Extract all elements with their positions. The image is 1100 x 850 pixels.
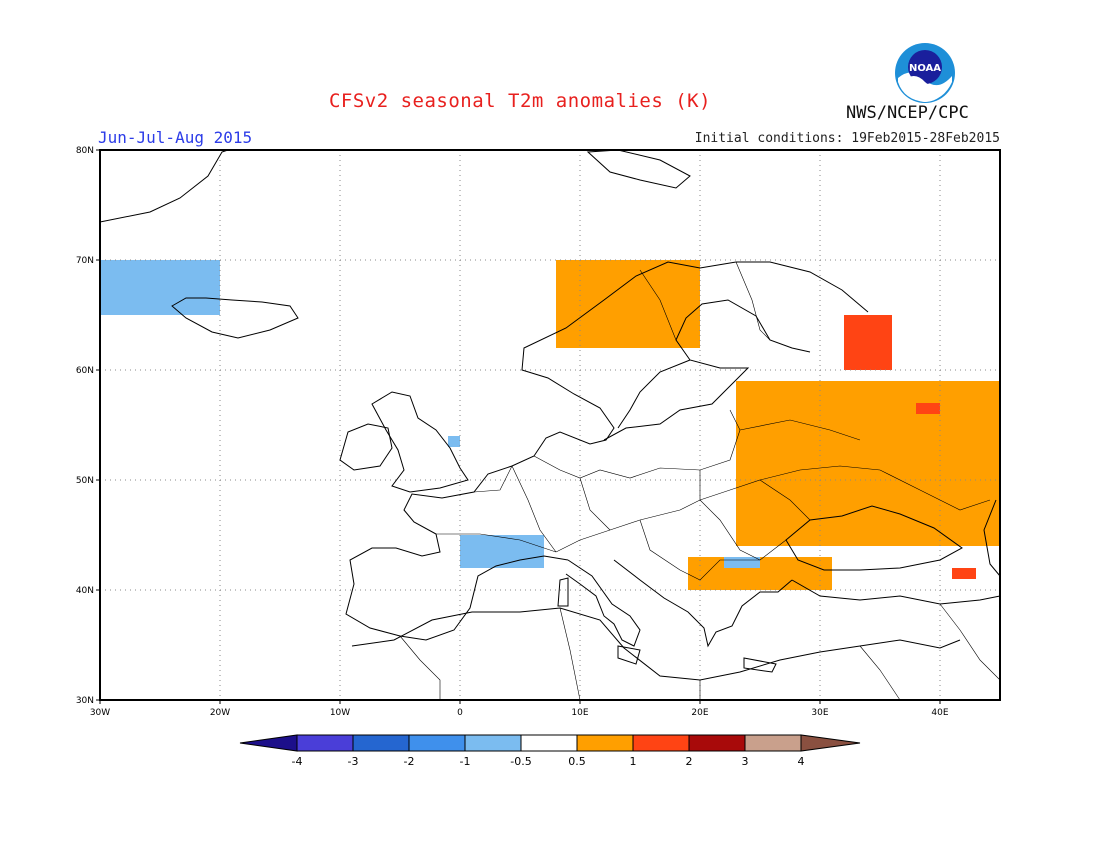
lon-tick-label: 20E (691, 708, 708, 718)
coastlines (99, 149, 1001, 681)
anomaly-cells (100, 260, 1000, 590)
north-africa-coast (351, 607, 961, 681)
anatolia-coast (791, 579, 1001, 605)
season-label: Jun-Jul-Aug 2015 (98, 128, 253, 147)
iceland-coast (171, 297, 299, 339)
great-britain-coast (371, 391, 469, 493)
balkan-coast (613, 559, 793, 648)
legend-label: -2 (404, 755, 415, 768)
crete-coast (743, 657, 777, 673)
border-france-germany (511, 465, 557, 553)
initial-conditions-label: Initial conditions: 19Feb2015-28Feb2015 (694, 131, 1000, 146)
lat-tick-label: 70N (76, 256, 94, 266)
legend-label: 3 (742, 755, 749, 768)
anomaly-region (460, 535, 544, 568)
country-borders (399, 261, 1001, 701)
anomaly-region (556, 260, 700, 348)
border-middle-east (859, 645, 901, 701)
lat-tick-label: 30N (76, 696, 94, 706)
border-romania (699, 470, 761, 561)
anomaly-region (952, 568, 976, 579)
border-norway-sweden (639, 269, 691, 361)
legend-color-box (576, 734, 634, 752)
sweden-east-coast (617, 359, 691, 429)
lat-tick-label: 40N (76, 586, 94, 596)
anomaly-region (736, 381, 1000, 546)
greenland-coast (99, 149, 229, 223)
axis-ticks: 30W 20W 10W 0 10E 20E 30E 40E 80N 70N 60N 50N 40N 30N (76, 146, 949, 718)
border-benelux (473, 465, 513, 493)
caspian-coast (983, 499, 1001, 577)
legend-color-box (296, 734, 354, 752)
border-central-europe-north (533, 409, 741, 479)
anomaly-region (724, 557, 760, 568)
border-finland-russia (735, 261, 771, 341)
legend-arrow-low (239, 734, 298, 752)
lon-tick-label: 40E (931, 708, 948, 718)
legend-boxes (239, 734, 861, 752)
noaa-logo: NOAA (895, 43, 955, 103)
map-frame (99, 149, 1001, 701)
lon-tick-label: 30W (90, 708, 110, 718)
lon-tick-label: 20W (210, 708, 230, 718)
italy-coast (565, 559, 641, 647)
legend-color-box (352, 734, 410, 752)
legend-arrow-high (800, 734, 861, 752)
lon-tick-label: 0 (457, 708, 463, 718)
color-legend: -4 -3 -2 -1 -0.5 0.5 1 2 3 4 (239, 734, 861, 768)
anomaly-region (448, 436, 460, 447)
lon-tick-label: 30E (811, 708, 828, 718)
legend-color-box (688, 734, 746, 752)
anomaly-region (916, 403, 940, 414)
sardinia-coast (557, 577, 569, 607)
legend-label: -4 (292, 755, 303, 768)
map-title: CFSv2 seasonal T2m anomalies (K) (328, 90, 712, 112)
border-ukraine-russia (759, 465, 991, 511)
legend-color-box (408, 734, 466, 752)
legend-labels: -4 -3 -2 -1 -0.5 0.5 1 2 3 4 (292, 755, 805, 768)
anomaly-map: 30W 20W 10W 0 10E 20E 30E 40E 80N 70N 60N 50N 40N 30N (76, 146, 1001, 718)
border-belarus (739, 419, 861, 441)
legend-label: -1 (460, 755, 471, 768)
legend-color-box (632, 734, 690, 752)
anomaly-region (100, 260, 220, 315)
agency-label: NWS/NCEP/CPC (846, 103, 969, 123)
svalbard-coast (586, 149, 691, 189)
legend-label: 1 (630, 755, 637, 768)
ireland-coast (339, 423, 393, 471)
legend-label: -0.5 (510, 755, 531, 768)
map-gridlines (100, 150, 1000, 700)
legend-color-box (520, 734, 578, 752)
lon-tick-label: 10W (330, 708, 350, 718)
western-europe-coast (345, 261, 869, 641)
border-france-spain (436, 533, 557, 553)
legend-label: 4 (798, 755, 805, 768)
border-alps-carpathians (555, 479, 811, 553)
legend-label: 0.5 (568, 755, 586, 768)
sicily-coast (617, 645, 641, 665)
lat-tick-label: 60N (76, 366, 94, 376)
lat-tick-label: 50N (76, 476, 94, 486)
lat-tick-label: 80N (76, 146, 94, 156)
border-germany-austria (579, 477, 611, 531)
logo-text: NOAA (909, 63, 941, 74)
anomaly-region (844, 315, 892, 370)
lon-tick-label: 10E (571, 708, 588, 718)
legend-label: 2 (686, 755, 693, 768)
legend-color-box (464, 734, 522, 752)
border-algeria-libya (559, 607, 581, 701)
legend-color-box (744, 734, 802, 752)
black-sea-coast (785, 505, 963, 571)
legend-label: -3 (348, 755, 359, 768)
border-turkey-syria-iraq (939, 603, 1001, 681)
border-morocco-algeria (399, 635, 441, 700)
